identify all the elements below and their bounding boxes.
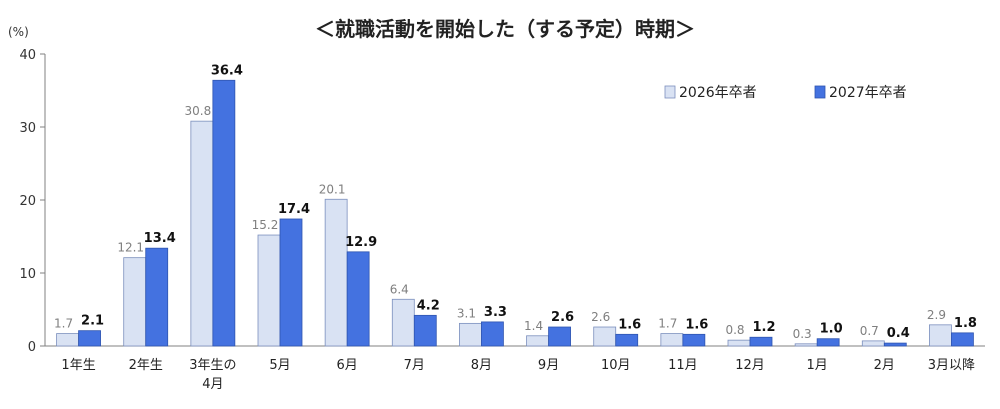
- data-label-2027: 12.9: [345, 235, 377, 250]
- x-tick-label: 10月: [601, 358, 631, 373]
- data-label-2026: 20.1: [319, 182, 346, 196]
- bar-2027: [749, 336, 773, 347]
- data-label-2026: 0.7: [860, 324, 879, 338]
- bar-2026: [593, 326, 617, 347]
- bar-2026: [861, 340, 885, 347]
- bar-2026: [190, 120, 214, 347]
- bar-2026: [123, 257, 147, 347]
- data-label-2027: 2.1: [81, 314, 104, 329]
- data-label-2027: 1.6: [618, 317, 641, 332]
- x-tick-label: 4月: [202, 377, 223, 392]
- bar-2026: [929, 324, 952, 347]
- y-tick-label: 30: [19, 121, 36, 136]
- data-label-2026: 2.6: [591, 310, 610, 324]
- data-label-2027: 17.4: [278, 202, 310, 217]
- data-label-2027: 1.6: [685, 317, 708, 332]
- bar-2026: [794, 343, 818, 347]
- bar-2027: [951, 332, 974, 347]
- data-labels: 1.7 2.1 12.113.4 30.8 36.4 15.217.4 20.1 12.9 6.…: [54, 63, 977, 341]
- legend-label: 2026年卒者: [679, 85, 757, 101]
- bar-2027: [279, 218, 303, 347]
- legend-label: 2027年卒者: [829, 85, 907, 101]
- data-label-2026: 2.9: [927, 308, 946, 322]
- data-label-2027: 1.8: [954, 316, 977, 331]
- data-label-2026: 12.1: [117, 241, 144, 255]
- bar-2026: [56, 333, 79, 347]
- bar-2026: [727, 339, 751, 347]
- legend-swatch: [814, 85, 826, 99]
- bar-2027: [816, 338, 840, 347]
- x-tick-label: 1月: [807, 358, 828, 373]
- data-label-2027: 3.3: [484, 305, 507, 320]
- x-tick-label: 7月: [404, 358, 425, 373]
- x-tick-label: 3月以降: [928, 358, 975, 373]
- bar-2027: [615, 333, 639, 347]
- data-label-2027: 13.4: [144, 231, 176, 246]
- bar-2027: [212, 79, 236, 347]
- data-label-2026: 0.3: [793, 327, 812, 341]
- bar-2026: [660, 333, 684, 347]
- bar-2026: [391, 298, 415, 347]
- bar-2026: [257, 234, 281, 347]
- legend: 2026年卒者 2027年卒者: [664, 85, 907, 101]
- data-label-2027: 1.0: [820, 322, 843, 337]
- data-label-2026: 3.1: [457, 306, 476, 320]
- data-label-2027: 4.2: [417, 298, 440, 313]
- data-label-2026: 1.7: [658, 317, 677, 331]
- y-tick-label: 10: [19, 267, 36, 282]
- data-label-2026: 15.2: [252, 218, 279, 232]
- data-label-2026: 1.7: [54, 317, 73, 331]
- x-tick-labels: 1年生 2年生 3年生の 4月 5月 6月 7月 8月 9月 10月 11月 12月 1月 2月 3月以降: [61, 358, 975, 392]
- y-tick-label: 20: [19, 194, 36, 209]
- x-tick-label: 1年生: [61, 358, 95, 373]
- x-tick-label: 8月: [471, 358, 492, 373]
- x-tick-label: 6月: [337, 358, 358, 373]
- chart-title: ＜就職活動を開始した（する予定）時期＞: [315, 17, 695, 41]
- bar-2027: [682, 333, 706, 347]
- data-label-2027: 36.4: [211, 63, 243, 78]
- bar-2027: [548, 326, 571, 347]
- legend-swatch: [664, 85, 676, 99]
- data-label-2026: 30.8: [184, 104, 211, 118]
- data-label-2027: 2.6: [551, 310, 574, 325]
- y-tick-label: 0: [28, 340, 36, 355]
- bars: [56, 79, 974, 347]
- bar-2027: [883, 342, 907, 347]
- data-label-2027: 0.4: [887, 326, 910, 341]
- x-tick-label: 12月: [735, 358, 765, 373]
- data-label-2027: 1.2: [752, 320, 775, 335]
- bar-2027: [413, 314, 437, 347]
- bar-2026: [459, 322, 482, 347]
- x-tick-label: 2年生: [129, 358, 163, 373]
- bar-2026: [526, 335, 549, 347]
- data-label-2026: 0.8: [725, 323, 744, 337]
- bar-2026: [324, 198, 348, 347]
- y-tick-label: 40: [19, 48, 36, 63]
- x-tick-label: 2月: [874, 358, 895, 373]
- y-axis-unit: (%): [8, 25, 29, 39]
- x-tick-label: 9月: [538, 358, 559, 373]
- bar-2027: [78, 330, 101, 347]
- bar-2027: [145, 247, 169, 347]
- x-tick-label: 11月: [668, 358, 698, 373]
- bar-2027: [481, 321, 504, 347]
- data-label-2026: 6.4: [390, 282, 409, 296]
- x-tick-label: 3年生の: [189, 358, 236, 373]
- data-label-2026: 1.4: [524, 319, 543, 333]
- x-tick-label: 5月: [269, 358, 290, 373]
- bar-2027: [346, 251, 370, 347]
